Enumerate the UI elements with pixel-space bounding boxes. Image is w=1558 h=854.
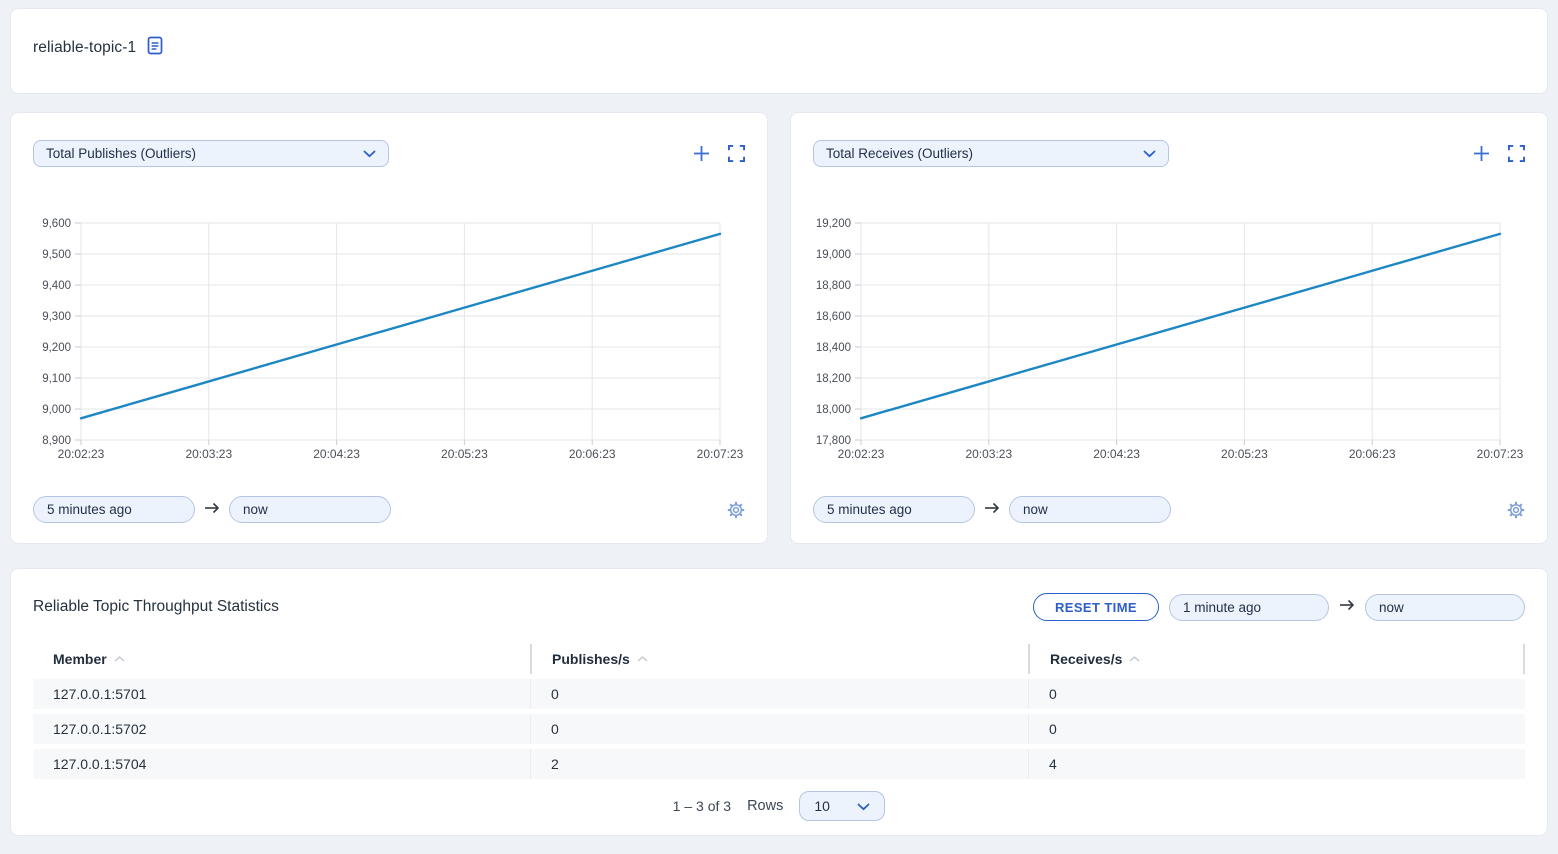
svg-text:20:03:23: 20:03:23 xyxy=(965,447,1012,461)
column-header-publishes[interactable]: Publishes/s xyxy=(530,644,1028,674)
charts-row: Total Publishes (Outliers) 8,900 9,000 9,1… xyxy=(10,112,1548,544)
time-to-input[interactable]: now xyxy=(1009,496,1171,523)
svg-text:18,800: 18,800 xyxy=(816,280,851,292)
member-cell: 127.0.0.1:5704 xyxy=(53,756,147,772)
svg-text:20:07:23: 20:07:23 xyxy=(1477,447,1524,461)
table-row[interactable]: 127.0.0.1:5701 0 0 xyxy=(33,679,1525,709)
member-cell: 127.0.0.1:5701 xyxy=(53,686,147,702)
add-chart-button[interactable] xyxy=(693,145,710,162)
receives-chart-panel: Total Receives (Outliers) 17,800 18,000 18… xyxy=(790,112,1548,544)
time-from-input[interactable]: 5 minutes ago xyxy=(33,496,195,523)
gear-icon[interactable] xyxy=(1507,501,1525,519)
member-cell: 127.0.0.1:5702 xyxy=(53,721,147,737)
column-header-receives[interactable]: Receives/s xyxy=(1028,644,1525,674)
table-header-row: Member Publishes/s Receives/s xyxy=(33,644,1525,674)
gear-icon[interactable] xyxy=(727,501,745,519)
chevron-down-icon xyxy=(1143,146,1156,161)
time-from-value: 5 minutes ago xyxy=(827,502,912,517)
time-to-value: now xyxy=(1379,599,1404,615)
reset-time-button[interactable]: RESET TIME xyxy=(1032,593,1159,621)
svg-text:20:02:23: 20:02:23 xyxy=(838,447,885,461)
svg-text:9,000: 9,000 xyxy=(42,404,71,416)
publishes-cell: 0 xyxy=(530,714,1028,744)
document-icon[interactable] xyxy=(146,36,164,56)
rows-per-page-label: Rows xyxy=(747,798,784,814)
receives-cell: 0 xyxy=(1028,714,1525,744)
svg-text:19,000: 19,000 xyxy=(816,249,851,261)
pagination: 1 – 3 of 3 Rows 10 xyxy=(33,791,1525,821)
time-from-input[interactable]: 5 minutes ago xyxy=(813,496,975,523)
stats-table: Member Publishes/s Receives/s 127.0.0.1:… xyxy=(33,644,1525,779)
svg-text:9,400: 9,400 xyxy=(42,280,71,292)
time-from-value: 5 minutes ago xyxy=(47,502,132,517)
time-to-value: now xyxy=(1023,502,1048,517)
metric-select-label: Total Receives (Outliers) xyxy=(826,146,974,161)
throughput-stats-card: Reliable Topic Throughput Statistics RES… xyxy=(10,568,1548,836)
sort-up-icon xyxy=(114,656,125,662)
receives-cell: 0 xyxy=(1028,679,1525,709)
page-range-label: 1 – 3 of 3 xyxy=(672,798,732,814)
line-chart-publishes: 8,900 9,000 9,100 9,200 9,300 9,400 9,500 9,600… xyxy=(42,218,744,461)
arrow-right-icon xyxy=(984,501,1000,519)
svg-text:9,600: 9,600 xyxy=(42,218,71,230)
time-from-value: 1 minute ago xyxy=(1183,599,1262,615)
table-time-to-input[interactable]: now xyxy=(1365,593,1525,621)
svg-text:17,800: 17,800 xyxy=(816,435,851,447)
svg-text:9,500: 9,500 xyxy=(42,249,71,261)
sort-up-icon xyxy=(1129,656,1140,662)
svg-text:9,300: 9,300 xyxy=(42,311,71,323)
expand-chart-button[interactable] xyxy=(1508,145,1525,162)
svg-text:9,200: 9,200 xyxy=(42,342,71,354)
svg-text:20:05:23: 20:05:23 xyxy=(441,447,488,461)
svg-text:20:02:23: 20:02:23 xyxy=(58,447,105,461)
svg-text:18,400: 18,400 xyxy=(816,342,851,354)
time-to-input[interactable]: now xyxy=(229,496,391,523)
svg-text:18,200: 18,200 xyxy=(816,373,851,385)
publishes-chart-panel: Total Publishes (Outliers) 8,900 9,000 9,1… xyxy=(10,112,768,544)
arrow-right-icon xyxy=(204,501,220,519)
chevron-down-icon xyxy=(363,146,376,161)
chevron-down-icon xyxy=(857,798,870,814)
svg-text:18,000: 18,000 xyxy=(816,404,851,416)
metric-select-receives[interactable]: Total Receives (Outliers) xyxy=(813,140,1169,167)
rows-per-page-select[interactable]: 10 xyxy=(799,791,886,821)
svg-text:20:04:23: 20:04:23 xyxy=(313,447,360,461)
svg-text:20:03:23: 20:03:23 xyxy=(185,447,232,461)
page-title: reliable-topic-1 xyxy=(33,39,137,56)
sort-up-icon xyxy=(637,656,648,662)
add-chart-button[interactable] xyxy=(1473,145,1490,162)
metric-select-publishes[interactable]: Total Publishes (Outliers) xyxy=(33,140,389,167)
svg-text:8,900: 8,900 xyxy=(42,435,71,447)
svg-text:20:06:23: 20:06:23 xyxy=(1349,447,1396,461)
expand-chart-button[interactable] xyxy=(728,145,745,162)
line-chart-receives: 17,800 18,000 18,200 18,400 18,600 18,800 19,0… xyxy=(816,218,1524,461)
svg-text:20:06:23: 20:06:23 xyxy=(569,447,616,461)
svg-text:20:07:23: 20:07:23 xyxy=(697,447,744,461)
svg-text:9,100: 9,100 xyxy=(42,373,71,385)
series-line xyxy=(79,232,722,420)
table-title: Reliable Topic Throughput Statistics xyxy=(33,598,279,615)
topic-header-card: reliable-topic-1 xyxy=(10,8,1548,94)
publishes-cell: 0 xyxy=(530,679,1028,709)
table-row[interactable]: 127.0.0.1:5704 2 4 xyxy=(33,749,1525,779)
metric-select-label: Total Publishes (Outliers) xyxy=(46,146,197,161)
table-row[interactable]: 127.0.0.1:5702 0 0 xyxy=(33,714,1525,744)
arrow-right-icon xyxy=(1339,598,1355,616)
svg-text:20:05:23: 20:05:23 xyxy=(1221,447,1268,461)
series-line xyxy=(859,232,1502,420)
column-header-member[interactable]: Member xyxy=(33,644,530,674)
receives-cell: 4 xyxy=(1028,749,1525,779)
table-time-from-input[interactable]: 1 minute ago xyxy=(1169,593,1329,621)
publishes-cell: 2 xyxy=(530,749,1028,779)
svg-text:20:04:23: 20:04:23 xyxy=(1093,447,1140,461)
svg-text:18,600: 18,600 xyxy=(816,311,851,323)
svg-text:19,200: 19,200 xyxy=(816,218,851,230)
time-to-value: now xyxy=(243,502,268,517)
